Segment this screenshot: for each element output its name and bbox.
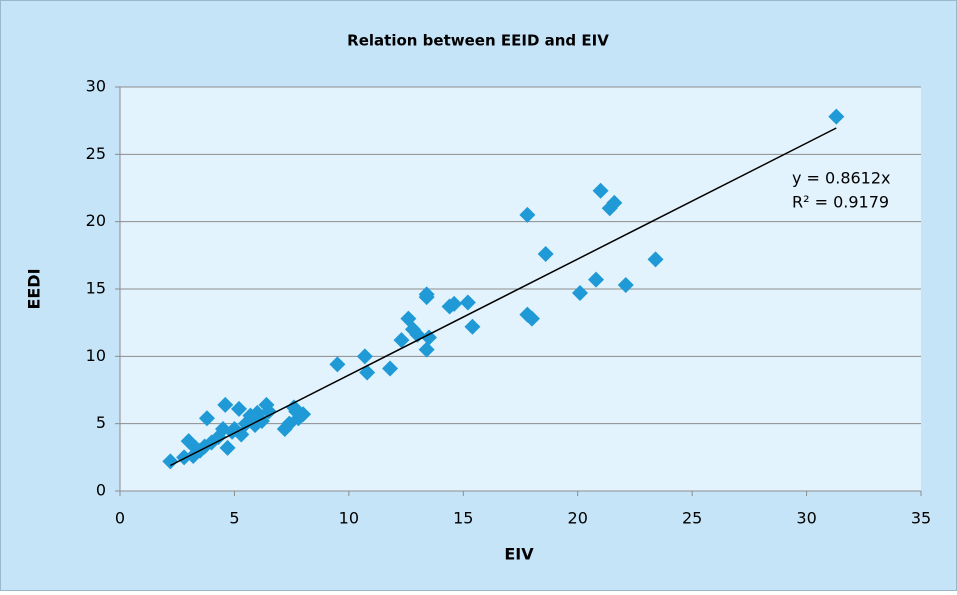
- x-tick-label: 0: [115, 509, 125, 528]
- x-tick-label: 10: [339, 509, 359, 528]
- trendline: [170, 127, 837, 467]
- data-point: [329, 356, 346, 373]
- data-point: [356, 348, 373, 365]
- y-tick-label: 15: [86, 279, 106, 298]
- x-axis-label: EIV: [504, 545, 534, 564]
- data-point: [647, 251, 664, 268]
- x-tick-label: 15: [453, 509, 473, 528]
- data-point: [446, 295, 463, 312]
- y-tick-label: 5: [96, 413, 106, 432]
- data-point: [464, 318, 481, 335]
- data-point: [588, 271, 605, 288]
- y-tick-label: 25: [86, 144, 106, 163]
- data-point: [247, 417, 264, 434]
- data-point: [418, 289, 435, 306]
- data-point: [288, 403, 305, 420]
- y-tick-label: 0: [96, 481, 106, 500]
- data-point: [519, 206, 536, 223]
- data-point: [393, 332, 410, 349]
- data-point: [420, 329, 437, 346]
- data-point: [606, 194, 623, 211]
- data-point: [617, 276, 634, 293]
- data-point: [260, 403, 277, 420]
- x-tick-label: 25: [682, 509, 702, 528]
- chart-title: Relation between EEID and EIV: [347, 32, 609, 50]
- data-point: [459, 294, 476, 311]
- data-point: [828, 108, 845, 125]
- y-tick-label: 10: [86, 346, 106, 365]
- x-tick-label: 30: [796, 509, 816, 528]
- data-point: [382, 360, 399, 377]
- x-tick-label: 20: [568, 509, 588, 528]
- y-tick-label: 30: [86, 77, 106, 96]
- y-axis-label: EEDI: [25, 268, 44, 309]
- data-point: [592, 182, 609, 199]
- data-point: [162, 453, 179, 470]
- trendline-r-squared: R² = 0.9179: [792, 193, 889, 212]
- data-point: [523, 310, 540, 327]
- y-tick-label: 20: [86, 211, 106, 230]
- data-point: [537, 245, 554, 262]
- data-point: [219, 439, 236, 456]
- x-tick-label: 35: [911, 509, 931, 528]
- trendline-equation: y = 0.8612x: [792, 169, 891, 188]
- x-tick-label: 5: [229, 509, 239, 528]
- data-point: [217, 396, 234, 413]
- data-point: [572, 285, 589, 302]
- data-point: [231, 400, 248, 417]
- data-point: [418, 341, 435, 358]
- data-point: [198, 410, 215, 427]
